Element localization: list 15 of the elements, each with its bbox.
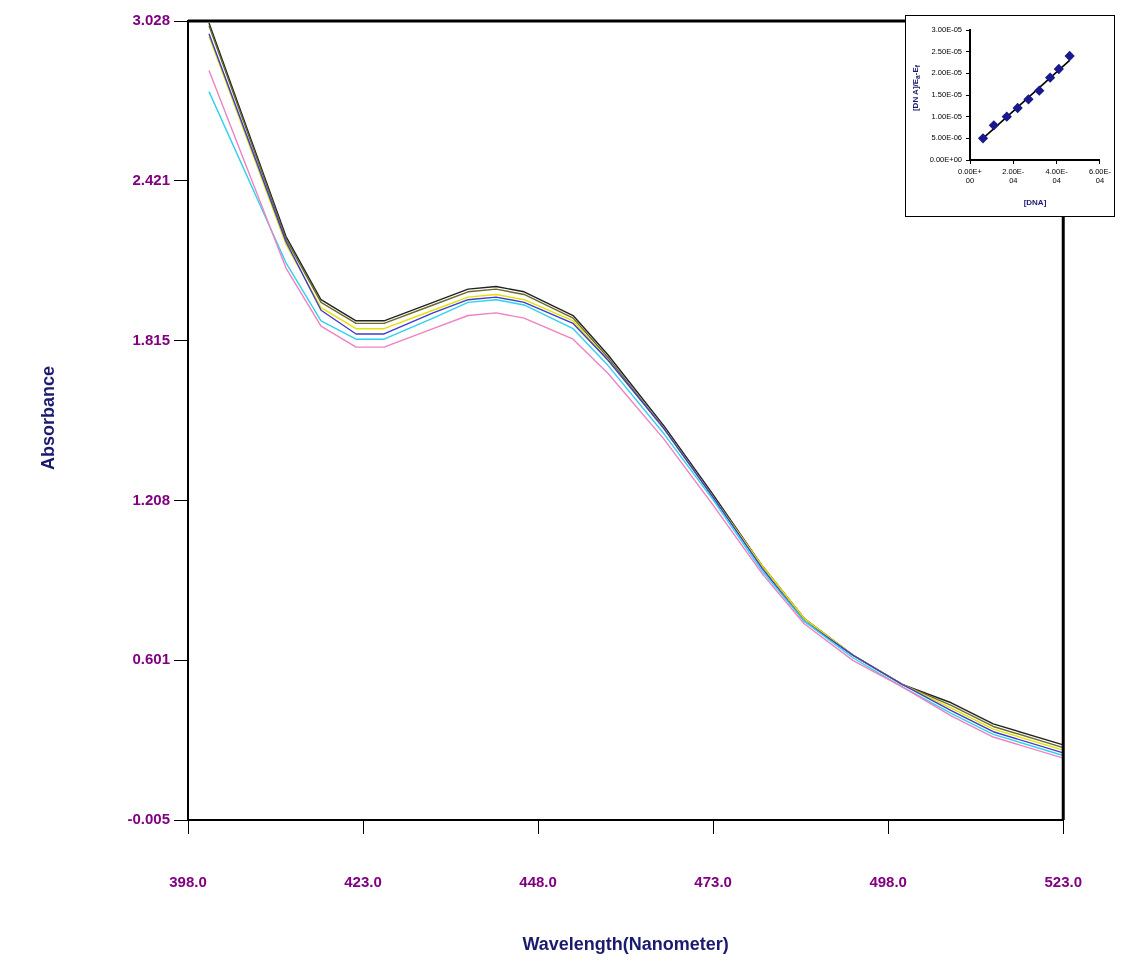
y-tick-label: 2.421 [132, 171, 170, 189]
x-axis-title: [DNA] [1023, 198, 1047, 208]
x-axis-title: Wavelength(Nanometer) [522, 934, 729, 955]
x-tick-label: 523.0 [1044, 873, 1083, 891]
y-tick-label: 0.601 [132, 650, 170, 668]
y-tick-label: -0.005 [127, 810, 170, 828]
x-tick-label: 473.0 [694, 873, 732, 891]
x-tick-label: 498.0 [869, 873, 907, 891]
x-tick-label: 448.0 [519, 873, 557, 891]
y-tick-label: 1.815 [132, 330, 170, 348]
y-axis-title: Absorbance [37, 365, 59, 471]
y-tick-label: 3.028 [132, 11, 170, 29]
y-tick-label: 1.208 [132, 490, 170, 508]
x-tick-label: 423.0 [344, 873, 382, 891]
x-tick-label: 398.0 [169, 873, 207, 891]
